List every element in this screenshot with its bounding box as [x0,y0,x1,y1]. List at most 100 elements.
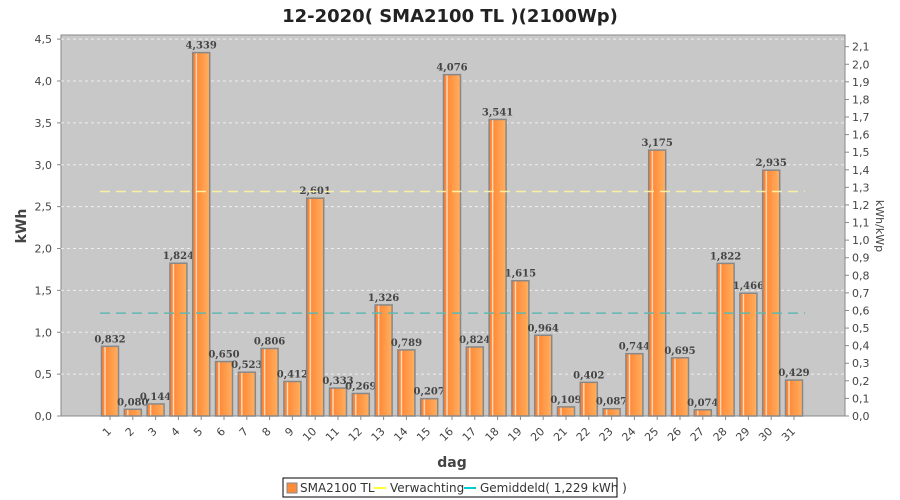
x-tick-label: 27 [688,425,707,444]
data-label: 1,822 [710,251,741,262]
data-label: 0,789 [391,338,422,349]
y2-tick-label: 1,6 [852,129,870,142]
y-tick-label: 3,0 [35,159,53,172]
x-tick-label: 9 [282,425,296,439]
y-tick-label: 2,5 [35,201,53,214]
x-tick-label: 21 [551,425,570,444]
y2-tick-label: 0,2 [852,375,870,388]
bar-day-23 [602,407,621,417]
legend-swatch-sma2100 [286,482,298,494]
y-tick-label: 0,0 [35,410,53,423]
bar-day-5 [191,51,211,417]
bar-day-21 [556,406,576,417]
y2-tick-label: 1,5 [852,146,870,159]
bar-day-20 [533,334,553,417]
x-tick-label: 26 [665,425,684,444]
x-tick-label: 19 [505,425,524,444]
x-tick-label: 7 [237,425,251,439]
data-label: 0,744 [619,342,650,353]
x-tick-label: 22 [574,425,593,444]
y-tick-label: 0,5 [35,368,53,381]
x-tick-label: 25 [642,425,661,444]
y2-tick-label: 0,1 [852,392,870,405]
data-label: 0,087 [596,397,627,408]
x-tick-label: 17 [460,425,479,444]
bar-day-9 [283,380,302,417]
bar-day-11 [328,387,348,417]
bar-day-1 [100,345,120,417]
x-tick-label: 2 [123,425,137,439]
y-tick-label: 1,5 [35,284,53,297]
data-label: 0,964 [528,323,559,334]
bar-day-15 [419,397,439,417]
bar-day-29 [739,292,758,417]
data-label: 0,429 [778,368,809,379]
y2-tick-label: 0,4 [852,340,870,353]
x-tick-label: 24 [619,425,638,444]
data-label: 1,615 [505,269,536,280]
x-tick-label: 23 [597,425,616,444]
bar-day-16 [442,73,462,417]
bar-day-30 [761,169,781,417]
x-tick-label: 20 [528,425,547,444]
data-label: 0,402 [573,370,604,381]
y2-tick-label: 0,6 [852,304,870,317]
y2-tick-label: 2,0 [852,58,870,71]
x-tick-label: 16 [437,425,456,444]
data-label: 0,144 [140,392,171,403]
data-label: 1,466 [733,281,764,292]
bar-day-3 [146,403,165,417]
y2-tick-label: 0,3 [852,357,870,370]
y2-tick-label: 1,0 [852,234,870,247]
x-tick-label: 30 [756,425,775,444]
legend-label-verwachting: Verwachting [390,481,464,495]
data-label: 0,412 [277,369,308,380]
x-tick-label: 6 [214,425,228,439]
y2-tick-label: 1,3 [852,181,870,194]
data-label: 0,695 [664,346,695,357]
bar-day-26 [670,357,690,417]
data-label: 3,175 [642,138,673,149]
y-tick-label: 1,0 [35,326,53,339]
data-label: 3,541 [482,107,513,118]
data-label: 0,333 [322,376,353,387]
bar-day-22 [579,381,599,417]
x-tick-label: 5 [191,425,205,439]
x-tick-label: 4 [168,425,182,439]
data-label: 0,832 [94,334,125,345]
x-tick-label: 11 [323,425,342,444]
y-tick-label: 3,5 [35,117,53,130]
bar-day-17 [465,346,485,417]
data-label: 0,824 [459,335,490,346]
data-label: 1,326 [368,293,399,304]
legend-label-gemiddeld: Gemiddeld( 1,229 kWh ) [480,481,627,495]
bar-day-14 [397,349,416,417]
bar-day-8 [260,347,279,417]
bar-day-19 [511,279,530,417]
x-tick-label: 15 [414,425,433,444]
y2-tick-label: 1,1 [852,217,870,230]
chart-title: 12-2020( SMA2100 TL )(2100Wp) [282,6,618,27]
y2-tick-label: 1,7 [852,111,870,124]
x-tick-label: 3 [146,425,160,439]
x-tick-label: 13 [369,425,388,444]
bar-day-7 [237,371,257,417]
y2-tick-label: 0,0 [852,410,870,423]
y-tick-label: 4,0 [35,75,53,88]
bar-day-18 [488,118,507,417]
bar-day-31 [784,379,804,417]
y2-tick-label: 2,1 [852,41,870,54]
y2-tick-label: 1,4 [852,164,870,177]
bar-day-13 [374,304,393,417]
data-label: 0,109 [550,395,581,406]
data-label: 0,269 [345,381,376,392]
data-label: 0,074 [687,398,718,409]
data-label: 4,076 [436,63,467,74]
data-label: 0,806 [254,336,285,347]
bar-day-27 [693,409,713,417]
y-axis-label: kWh [14,209,30,244]
data-label: 4,339 [186,41,217,52]
legend: SMA2100 TL Verwachting Gemiddeld( 1,229 … [282,477,627,498]
data-label: 0,080 [117,397,148,408]
